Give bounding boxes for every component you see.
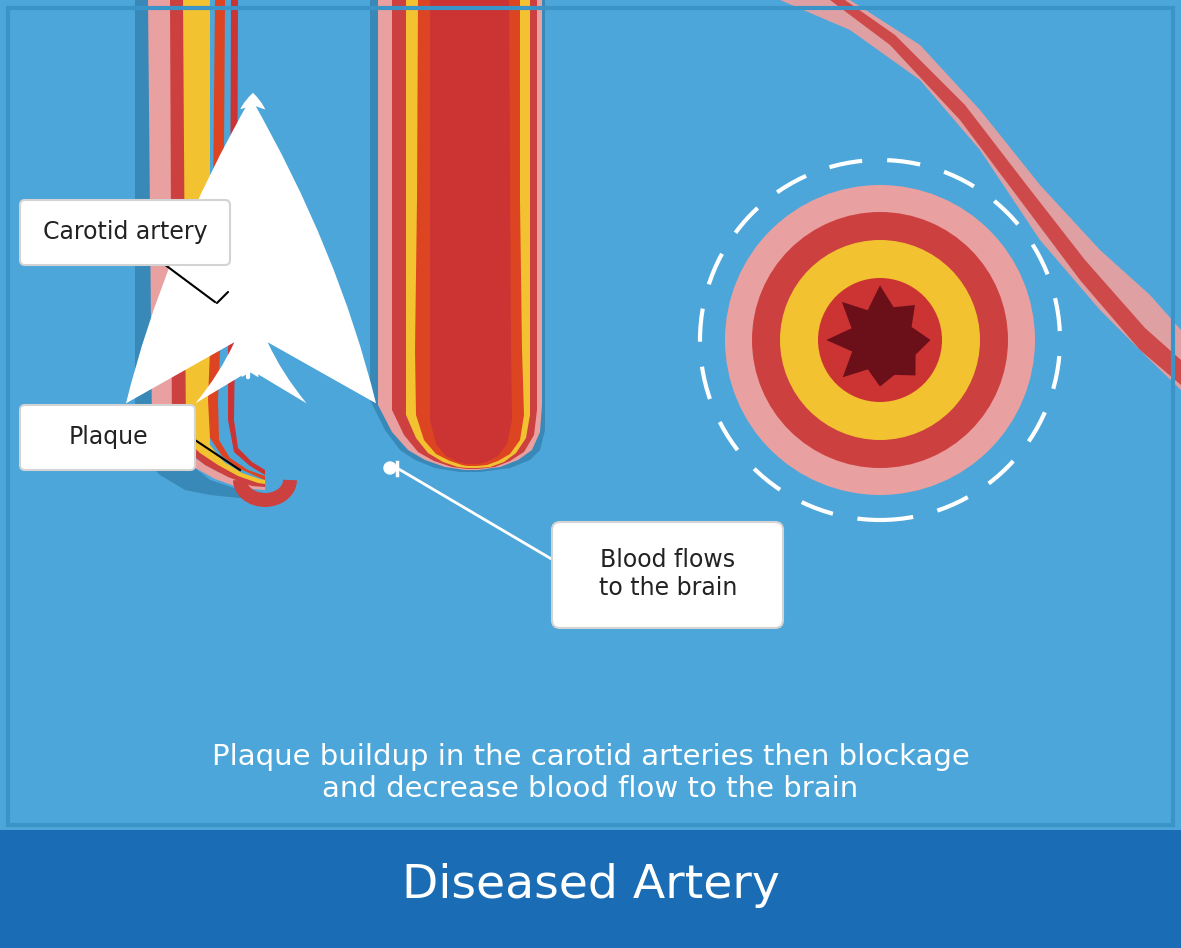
Polygon shape (148, 0, 265, 490)
Bar (0, 830, 1181, 948)
Circle shape (779, 240, 980, 440)
Polygon shape (378, 0, 542, 470)
Polygon shape (790, 0, 1181, 385)
Polygon shape (135, 0, 265, 500)
Polygon shape (750, 0, 1181, 390)
Polygon shape (228, 0, 265, 475)
Text: Diseased Artery: Diseased Artery (402, 864, 779, 908)
Text: Plaque buildup in the carotid arteries then blockage
and decrease blood flow to : Plaque buildup in the carotid arteries t… (211, 743, 970, 803)
FancyBboxPatch shape (552, 522, 783, 628)
Polygon shape (406, 0, 530, 468)
Polygon shape (208, 0, 265, 480)
Text: Carotid artery: Carotid artery (43, 220, 208, 244)
Polygon shape (170, 0, 265, 487)
Polygon shape (415, 0, 524, 466)
Text: Blood flows
to the brain: Blood flows to the brain (599, 548, 737, 600)
Polygon shape (827, 285, 931, 387)
Circle shape (818, 278, 942, 402)
Circle shape (752, 212, 1009, 468)
Polygon shape (392, 0, 537, 469)
Circle shape (725, 185, 1035, 495)
Polygon shape (430, 0, 513, 464)
Circle shape (384, 462, 396, 474)
Polygon shape (183, 0, 265, 484)
FancyBboxPatch shape (20, 405, 195, 470)
FancyBboxPatch shape (20, 200, 230, 265)
Text: Plaque: Plaque (68, 425, 148, 449)
Polygon shape (370, 0, 544, 472)
